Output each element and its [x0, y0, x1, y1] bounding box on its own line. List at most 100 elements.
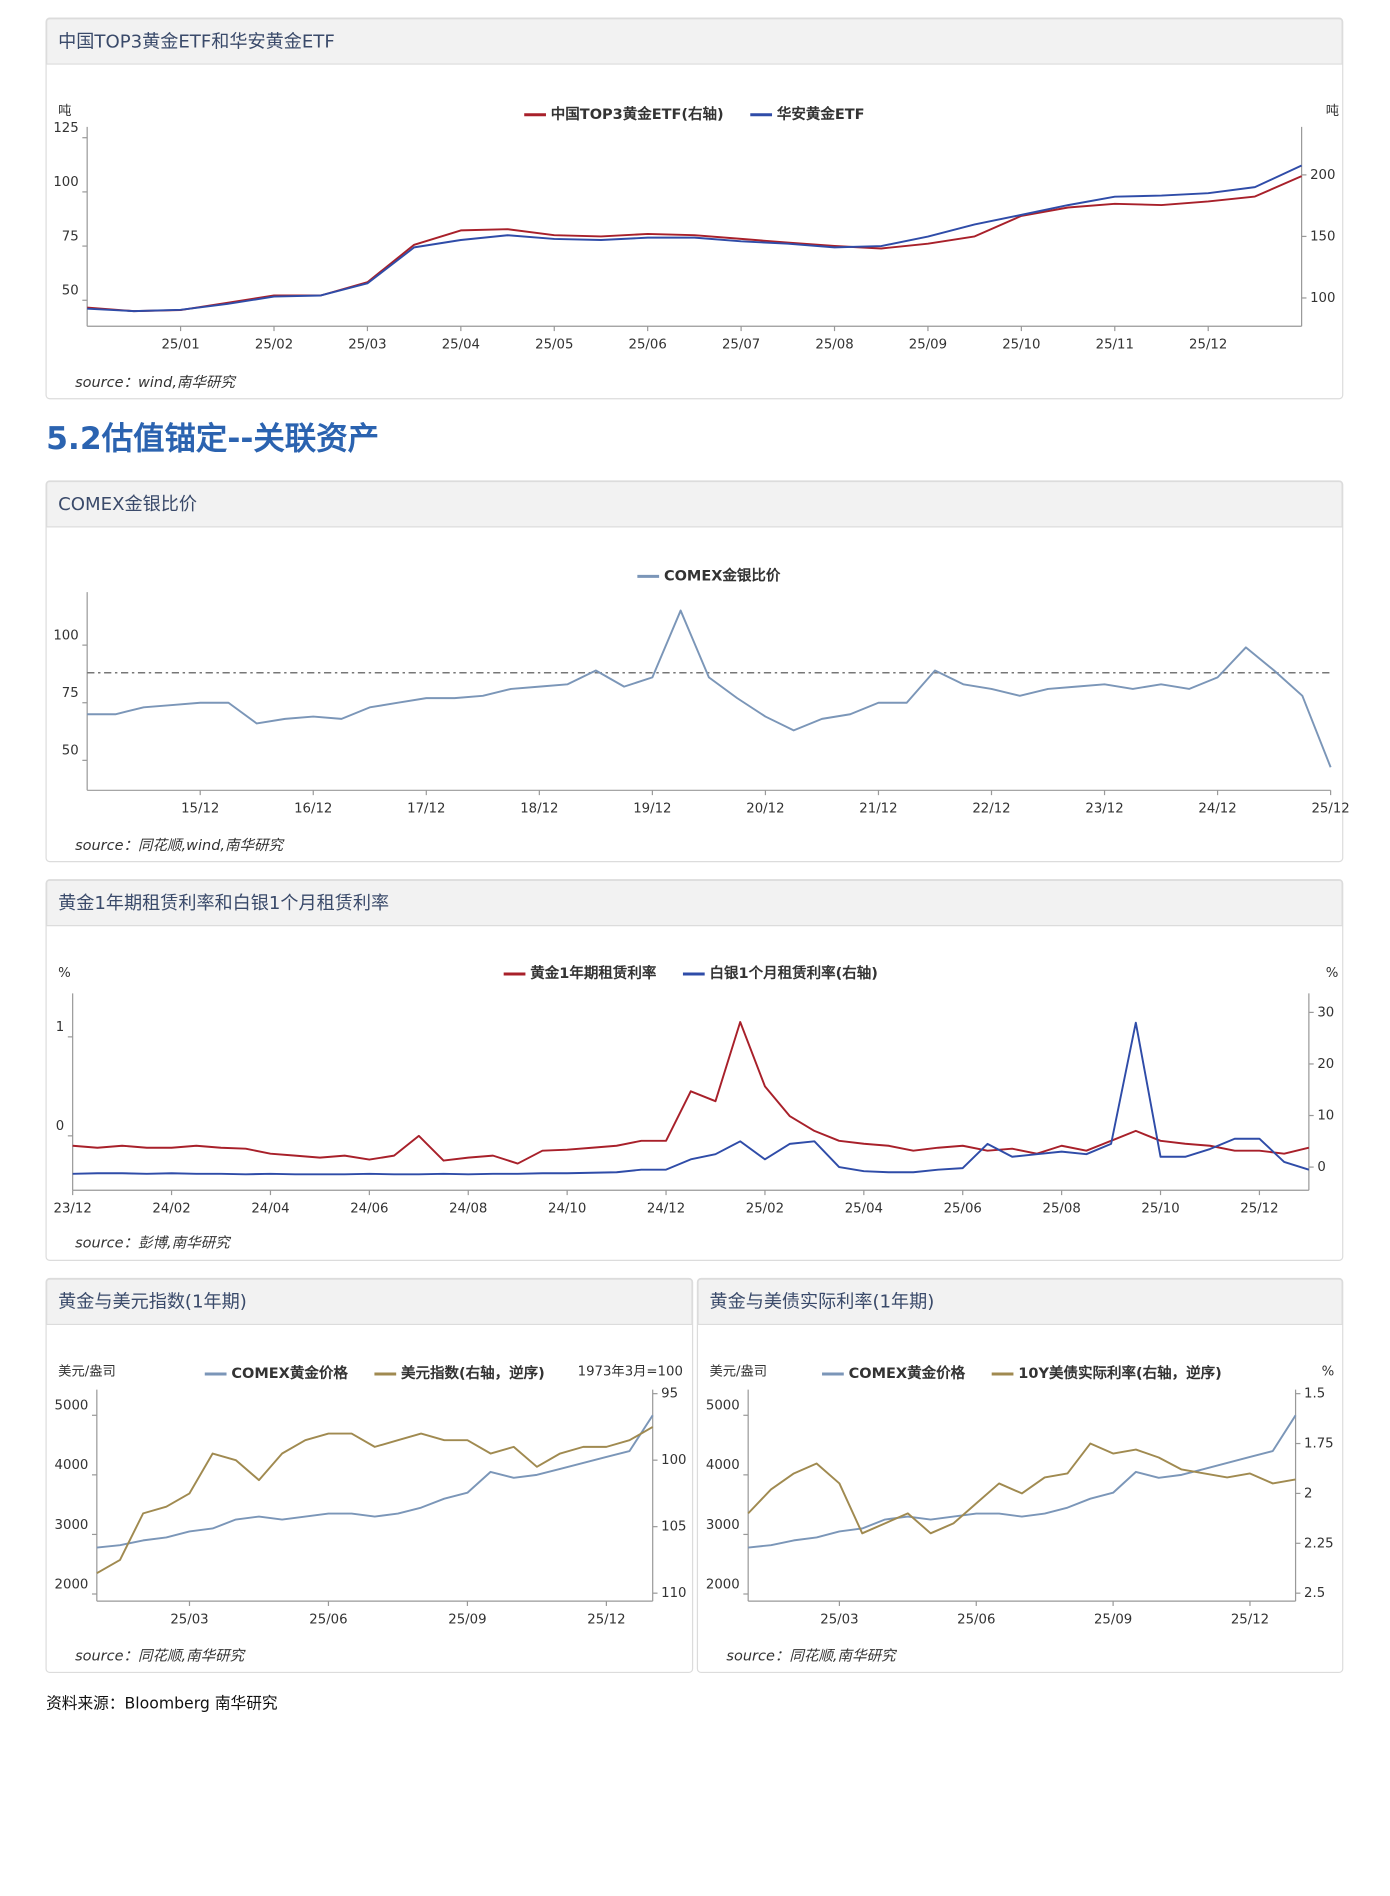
y-unit: 美元/盎司 — [58, 1364, 116, 1380]
y2-unit: % — [1322, 1365, 1335, 1380]
panel — [45, 480, 1344, 863]
y-tick-label: 0 — [56, 1119, 64, 1134]
legend-label: COMEX黄金价格 — [231, 1364, 348, 1382]
y2-tick-label: 2.25 — [1304, 1536, 1334, 1551]
x-tick-label: 24/12 — [647, 1201, 685, 1216]
series-line — [72, 1021, 1310, 1176]
y-tick-label: 50 — [62, 744, 79, 759]
y2-tick-label: 2.5 — [1304, 1586, 1325, 1601]
x-tick-label: 25/12 — [1240, 1201, 1278, 1216]
x-tick-label: 25/03 — [348, 337, 386, 352]
x-tick-label: 25/05 — [535, 337, 573, 352]
x-tick-label: 24/10 — [548, 1201, 586, 1216]
y-tick-label: 4000 — [706, 1458, 740, 1473]
x-tick-label: 21/12 — [859, 801, 897, 816]
y2-tick-label: 105 — [661, 1520, 686, 1535]
x-tick-label: 25/12 — [1311, 801, 1349, 816]
footer-source: 资料来源：Bloomberg 南华研究 — [46, 1693, 278, 1712]
x-tick-label: 24/04 — [251, 1201, 289, 1216]
y-tick-label: 5000 — [706, 1399, 740, 1414]
legend-label: 中国TOP3黄金ETF(右轴) — [551, 105, 724, 123]
y-tick-label: 75 — [62, 686, 79, 701]
series-line — [87, 609, 1332, 768]
y-tick-label: 2000 — [55, 1577, 89, 1592]
panel-header — [697, 1278, 1343, 1326]
y-tick-label: 3000 — [55, 1518, 89, 1533]
x-tick-label: 23/12 — [1085, 801, 1123, 816]
x-tick-label: 25/06 — [944, 1201, 982, 1216]
x-tick-label: 25/06 — [629, 337, 667, 352]
legend-label: 华安黄金ETF — [777, 105, 865, 123]
y-unit: 吨 — [58, 103, 71, 119]
legend: 黄金1年期租赁利率 白银1个月租赁利率(右轴) — [503, 964, 878, 982]
x-tick-label: 25/02 — [746, 1201, 784, 1216]
legend: 中国TOP3黄金ETF(右轴) 华安黄金ETF — [524, 105, 865, 123]
panel-title: 黄金与美债实际利率(1年期) — [710, 1292, 935, 1313]
x-tick-label: 18/12 — [520, 801, 558, 816]
panel-title: 黄金与美元指数(1年期) — [58, 1292, 247, 1313]
x-tick-label: 25/04 — [845, 1201, 883, 1216]
x-tick-label: 25/04 — [442, 337, 480, 352]
x-tick-label: 22/12 — [972, 801, 1010, 816]
x-tick-label: 25/01 — [161, 337, 199, 352]
x-tick-label: 25/03 — [820, 1612, 858, 1627]
series-line — [96, 1426, 654, 1575]
panel-source: source：同花顺,wind,南华研究 — [75, 837, 285, 854]
y2-unit: % — [1326, 966, 1339, 981]
legend-label: 黄金1年期租赁利率 — [530, 964, 657, 982]
panel-title: COMEX金银比价 — [58, 494, 197, 515]
x-tick-label: 25/06 — [957, 1612, 995, 1627]
x-tick-label: 25/10 — [1002, 337, 1040, 352]
x-tick-label: 19/12 — [633, 801, 671, 816]
y-tick-label: 125 — [53, 121, 78, 136]
x-tick-label: 25/07 — [722, 337, 760, 352]
y2-tick-label: 1.75 — [1304, 1437, 1334, 1452]
y-tick-label: 3000 — [706, 1518, 740, 1533]
y2-tick-label: 1.5 — [1304, 1387, 1325, 1402]
section-heading: 5.2估值锚定--关联资产 — [46, 421, 379, 457]
y-unit: 美元/盎司 — [710, 1364, 768, 1380]
y-tick-label: 2000 — [706, 1577, 740, 1592]
series-line — [747, 1442, 1296, 1535]
panel-header — [46, 18, 1343, 65]
panel-header — [46, 1278, 693, 1326]
legend-label: COMEX金银比价 — [664, 566, 781, 584]
series-line — [96, 1414, 654, 1549]
panel-title: 中国TOP3黄金ETF和华安黄金ETF — [58, 31, 335, 52]
y2-tick-label: 30 — [1317, 1005, 1334, 1020]
y-tick-label: 100 — [53, 628, 78, 643]
panel-title: 黄金1年期租赁利率和白银1个月租赁利率 — [58, 893, 389, 914]
x-tick-label: 25/08 — [815, 337, 853, 352]
y2-tick-label: 10 — [1317, 1109, 1334, 1124]
x-tick-label: 24/12 — [1198, 801, 1236, 816]
y2-unit: 1973年3月=100 — [578, 1364, 683, 1380]
x-tick-label: 20/12 — [746, 801, 784, 816]
legend: COMEX黄金价格 美元指数(右轴，逆序) — [204, 1364, 545, 1382]
y-tick-label: 5000 — [55, 1399, 89, 1414]
panel-header — [46, 879, 1343, 927]
x-tick-label: 25/12 — [1231, 1612, 1269, 1627]
y2-tick-label: 100 — [1310, 291, 1335, 306]
y2-tick-label: 0 — [1317, 1160, 1325, 1175]
x-tick-label: 25/06 — [309, 1612, 347, 1627]
y-tick-label: 50 — [62, 284, 79, 299]
x-tick-label: 25/02 — [255, 337, 293, 352]
x-tick-label: 15/12 — [181, 801, 219, 816]
x-tick-label: 25/10 — [1141, 1201, 1179, 1216]
y-tick-label: 4000 — [55, 1458, 89, 1473]
legend: COMEX金银比价 — [637, 566, 781, 584]
y2-tick-label: 150 — [1310, 229, 1335, 244]
y2-tick-label: 95 — [661, 1387, 678, 1402]
y-tick-label: 1 — [56, 1020, 64, 1035]
panel-source: source：同花顺,南华研究 — [726, 1648, 898, 1665]
x-tick-label: 24/02 — [152, 1201, 190, 1216]
legend-label: 白银1个月租赁利率(右轴) — [710, 964, 878, 982]
legend-label: 10Y美债实际利率(右轴，逆序) — [1018, 1364, 1221, 1382]
panel-source: source：彭博,南华研究 — [75, 1234, 232, 1251]
y2-tick-label: 100 — [661, 1453, 686, 1468]
x-tick-label: 24/06 — [350, 1201, 388, 1216]
x-tick-label: 25/03 — [170, 1612, 208, 1627]
x-tick-label: 25/09 — [1094, 1612, 1132, 1627]
